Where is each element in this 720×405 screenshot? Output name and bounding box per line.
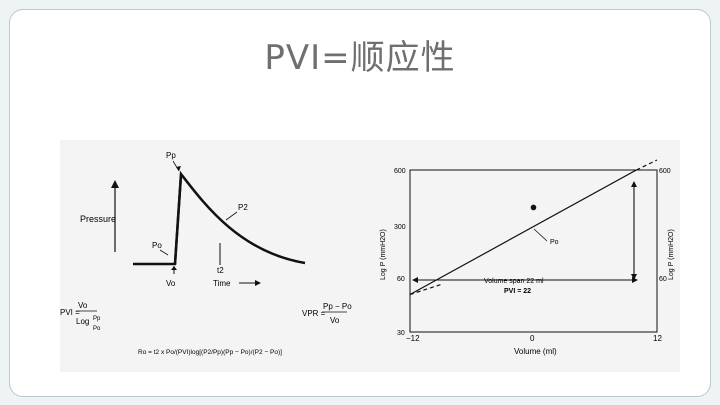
left-y-axis-label: Log P (mmH2O): [380, 229, 387, 280]
pressure-curve: [133, 170, 306, 266]
right-y-axis-label: Log P (mmH2O): [668, 229, 675, 280]
figure-panel: Pressure Pp P2 Po t2 Vo Time PVI =: [60, 140, 680, 372]
x-tick-label: 12: [653, 334, 662, 343]
v0-label: Vo: [166, 279, 176, 288]
pressure-rise-line: [173, 174, 183, 265]
chart-frame: [409, 169, 658, 333]
po-point-label: Po: [550, 239, 559, 246]
vpr-formula-lhs: VPR =: [302, 309, 326, 318]
pvi-formula-denominator: Log: [76, 317, 89, 326]
x-axis-label: Volume (ml): [514, 347, 557, 356]
ro-formula: Ro = t2 x Po/(PVI)log[(P2/Pp)(Pp − Po)/(…: [138, 349, 282, 356]
pvi-formula-numerator: Vo: [78, 301, 88, 310]
p2-label: P2: [238, 203, 248, 212]
log-pressure-volume-chart: −12 0 12 Volume (ml) 600 300 60 30 600 6…: [380, 159, 675, 356]
vpr-formula-numerator: Pp − Po: [323, 302, 352, 311]
dashed-line-end: [636, 159, 658, 171]
pvi-formula-fraction-numerator: Pp: [93, 316, 101, 322]
x-tick-label: 0: [530, 334, 535, 343]
pvi-formula-fraction-denominator: Po: [93, 326, 101, 332]
y-tick-label-left: 60: [397, 276, 405, 283]
peak-label: Pp: [166, 151, 176, 160]
slide: PVI=顺应性 Pressure Pp P2 Po t2: [9, 9, 711, 397]
vpr-formula-denominator: Vo: [330, 316, 340, 325]
log-pressure-line: [409, 169, 637, 296]
x-tick-label: −12: [406, 334, 420, 343]
t2-label: t2: [217, 266, 224, 275]
pressure-label: Pressure: [80, 214, 116, 224]
slide-title: PVI=顺应性: [264, 38, 456, 78]
time-label: Time: [213, 279, 231, 288]
pvi-formula-lhs: PVI =: [60, 308, 80, 317]
volume-span-label: Volume span 22 ml: [484, 278, 544, 285]
y-tick-label-left: 30: [397, 330, 405, 337]
y-tick-label-left: 300: [394, 224, 406, 231]
y-tick-label-left: 600: [394, 168, 406, 175]
dashed-line-start: [409, 283, 442, 296]
y-tick-label-right: 60: [659, 276, 667, 283]
y-tick-label-right: 600: [659, 168, 671, 175]
pressure-arrowhead: [111, 180, 119, 188]
data-point-po: [530, 204, 537, 211]
figure-svg: Pressure Pp P2 Po t2 Vo Time PVI =: [60, 151, 675, 356]
p0-label: Po: [152, 241, 162, 250]
po-label-leader: [533, 228, 548, 242]
pressure-time-diagram: Pressure Pp P2 Po t2 Vo Time PVI =: [60, 151, 352, 356]
pvi-value-label: PVI = 22: [504, 288, 531, 295]
